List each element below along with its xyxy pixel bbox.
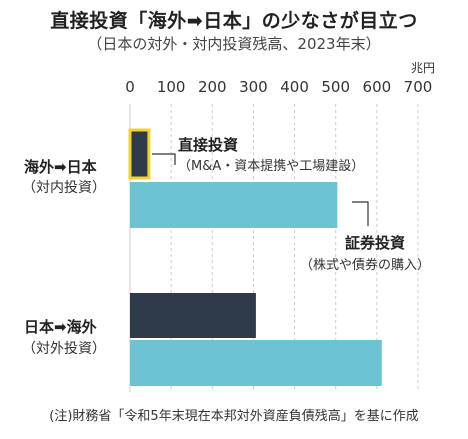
category-sublabel-1: （対外投資） <box>22 341 106 357</box>
footnote: (注)財務省「令和5年末現在本邦対外資産負債残高」を基に作成 <box>49 409 419 424</box>
annotation-securities: 証券投資 <box>345 234 405 252</box>
leader-line-securities <box>352 201 369 226</box>
bar-direct-outbound <box>130 293 256 338</box>
chart-subtitle: （日本の対外・対内投資残高、2023年末） <box>87 35 381 53</box>
x-tick-label-0: 0 <box>125 78 135 96</box>
unit-label: 兆円 <box>411 61 435 75</box>
x-tick-label-200: 200 <box>198 78 227 96</box>
category-sublabel-0: （対内投資） <box>22 180 106 196</box>
annotation-direct: 直接投資 <box>178 136 238 154</box>
annotation-direct-note: （M&A・資本提携や工場建設） <box>178 158 364 174</box>
x-tick-label-100: 100 <box>157 78 186 96</box>
category-label-0: 海外➡日本 <box>24 158 97 176</box>
bars <box>128 128 382 386</box>
x-tick-label-500: 500 <box>321 78 350 96</box>
category-label-1: 日本➡海外 <box>24 318 97 336</box>
chart-title: 直接投資「海外➡日本」の少なさが目立つ <box>50 10 418 32</box>
bar-securities-outbound <box>130 340 382 386</box>
x-tick-label-600: 600 <box>363 78 392 96</box>
x-tick-label-300: 300 <box>239 78 268 96</box>
x-tick-labels: 0 100 200 300 400 500 600 700 <box>125 78 432 96</box>
series-annotations: 直接投資 （M&A・資本提携や工場建設） 証券投資 （株式や債券の購入） <box>152 136 430 273</box>
x-tick-label-400: 400 <box>280 78 309 96</box>
bar-securities-inbound <box>130 182 338 228</box>
bar-direct-inbound <box>128 128 151 180</box>
x-tick-label-700: 700 <box>404 78 433 96</box>
category-labels: 海外➡日本 （対内投資） 日本➡海外 （対外投資） <box>22 158 106 357</box>
bar-chart: 兆円 0 100 200 300 400 500 600 700 海外➡日本 （対内投資） 日本➡… <box>22 61 435 392</box>
annotation-securities-note: （株式や債券の購入） <box>300 257 430 273</box>
leader-line-direct <box>152 153 176 165</box>
